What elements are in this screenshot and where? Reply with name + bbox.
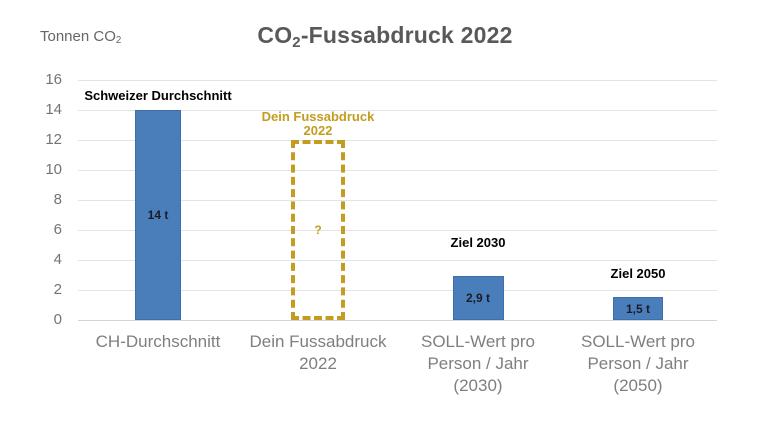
bar-annotation-ziel-2050: Ziel 2050 xyxy=(611,267,666,281)
y-axis-title-subscript: 2 xyxy=(115,35,122,47)
gridline xyxy=(78,230,717,231)
y-tick-label: 16 xyxy=(45,71,62,88)
bar-annotation-schweizer-durchschnitt: Schweizer Durchschnitt xyxy=(84,89,231,103)
chart-title-text: CO xyxy=(257,22,293,48)
x-label-ch-durchschnitt: CH-Durchschnitt xyxy=(78,331,238,353)
y-tick-label: 6 xyxy=(53,221,62,238)
x-label-soll-wert-2050: SOLL-Wert pro Person / Jahr (2050) xyxy=(558,331,718,397)
gridline xyxy=(78,140,717,141)
gridline xyxy=(78,260,717,261)
bar-value-label: 1,5 t xyxy=(625,301,650,316)
y-tick-label: 4 xyxy=(53,251,62,268)
annotation-line: Ziel 2050 xyxy=(610,266,666,281)
annotation-line: Ziel 2030 xyxy=(450,235,506,250)
x-label-line: SOLL-Wert pro xyxy=(420,332,535,351)
annotation-line: Dein Fussabdruck xyxy=(261,109,375,124)
x-label-line: 2022 xyxy=(299,354,337,373)
chart-title: CO2-Fussabdruck 2022 xyxy=(0,22,770,51)
bar-group-ch-durchschnitt: Schweizer Durchschnitt 14 t xyxy=(78,89,238,320)
bar-soll-wert-2030: 2,9 t xyxy=(452,276,504,320)
y-tick-label: 8 xyxy=(53,191,62,208)
bar-group-dein-fussabdruck: Dein Fussabdruck 2022 ? xyxy=(238,110,398,320)
bar-group-soll-wert-2050: Ziel 2050 1,5 t xyxy=(558,267,718,320)
x-label-line: SOLL-Wert pro xyxy=(580,332,695,351)
x-axis-baseline xyxy=(78,320,717,321)
bar-value-label: 2,9 t xyxy=(465,291,490,305)
annotation-line: 2022 xyxy=(303,123,333,138)
x-label-line: Person / Jahr xyxy=(587,354,689,373)
gridline xyxy=(78,290,717,291)
y-axis-title: Tonnen CO2 xyxy=(40,28,122,47)
plot-area: 16 14 12 10 8 6 4 2 0 Schweizer Durchsch… xyxy=(45,71,718,328)
x-label-line: (2050) xyxy=(613,376,663,395)
bar-value-label: 14 t xyxy=(147,208,169,222)
gridline xyxy=(78,110,717,111)
bar-soll-wert-2050: 1,5 t xyxy=(613,297,663,320)
gridline xyxy=(78,170,717,171)
bar-group-soll-wert-2030: Ziel 2030 2,9 t xyxy=(398,236,558,320)
bar-dein-fussabdruck-placeholder: ? xyxy=(291,140,345,320)
x-label-line: Dein Fussabdruck xyxy=(249,332,387,351)
y-tick-label: 14 xyxy=(45,101,62,118)
y-tick-label: 10 xyxy=(45,161,62,178)
bar-ch-durchschnitt: 14 t xyxy=(135,110,181,320)
bar-value-unknown-label: ? xyxy=(314,223,322,237)
bar-annotation-dein-fussabdruck: Dein Fussabdruck 2022 xyxy=(262,110,375,138)
x-label-dein-fussabdruck: Dein Fussabdruck 2022 xyxy=(238,331,398,375)
gridline xyxy=(78,200,717,201)
y-tick-label: 12 xyxy=(45,131,62,148)
y-axis-title-text: Tonnen CO xyxy=(40,28,116,45)
gridline xyxy=(78,80,717,81)
bar-annotation-ziel-2030: Ziel 2030 xyxy=(451,236,506,250)
x-label-line: Person / Jahr xyxy=(427,354,529,373)
chart-title-subscript: 2 xyxy=(292,33,301,51)
y-tick-label: 0 xyxy=(53,311,62,328)
x-label-soll-wert-2030: SOLL-Wert pro Person / Jahr (2030) xyxy=(398,331,558,397)
annotation-line: Schweizer Durchschnitt xyxy=(84,88,232,103)
chart-title-rest: -Fussabdruck 2022 xyxy=(300,22,513,48)
x-label-line: CH-Durchschnitt xyxy=(95,332,221,351)
y-tick-label: 2 xyxy=(53,281,62,298)
x-label-line: (2030) xyxy=(453,376,503,395)
